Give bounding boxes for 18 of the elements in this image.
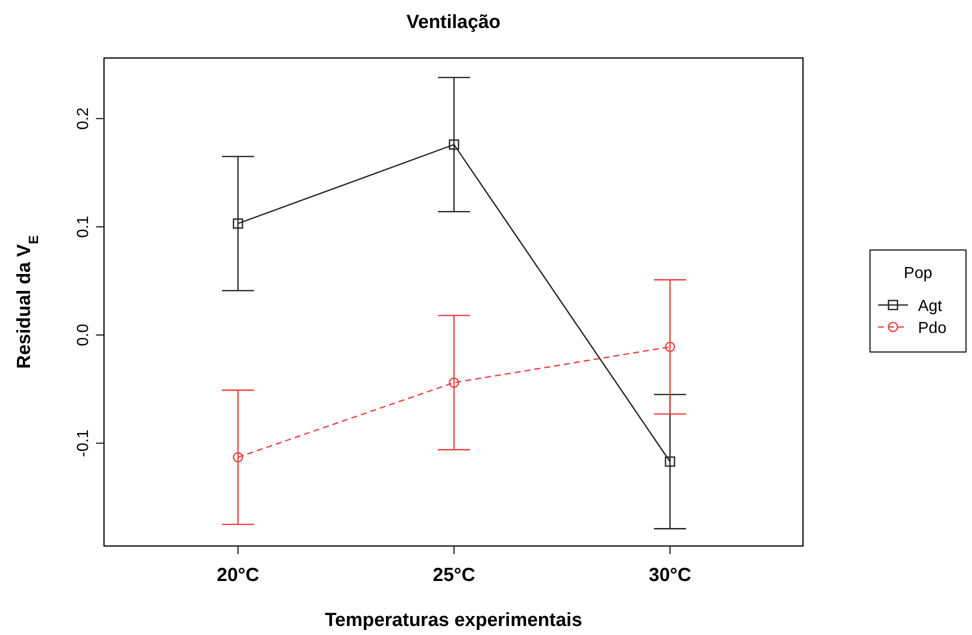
legend-label: Agt <box>918 298 943 315</box>
legend-label: Pdo <box>918 320 947 337</box>
point <box>232 452 244 462</box>
chart-title: Ventilação <box>406 12 500 33</box>
x-axis-title: Temperaturas experimentais <box>324 610 582 631</box>
legend-title: Pop <box>904 265 932 282</box>
x-tick-label: 25°C <box>432 565 476 586</box>
point <box>664 342 676 352</box>
y-tick-label: -0.1 <box>75 429 92 457</box>
x-tick-label: 30°C <box>648 565 692 586</box>
point <box>448 139 460 150</box>
x-tick-label: 20°C <box>216 565 260 586</box>
y-tick-label: 0.1 <box>75 216 92 238</box>
y-tick-label: 0.2 <box>75 107 92 130</box>
point <box>232 218 244 229</box>
y-tick-label: 0.0 <box>75 324 92 346</box>
point <box>664 456 676 467</box>
point <box>448 377 460 388</box>
